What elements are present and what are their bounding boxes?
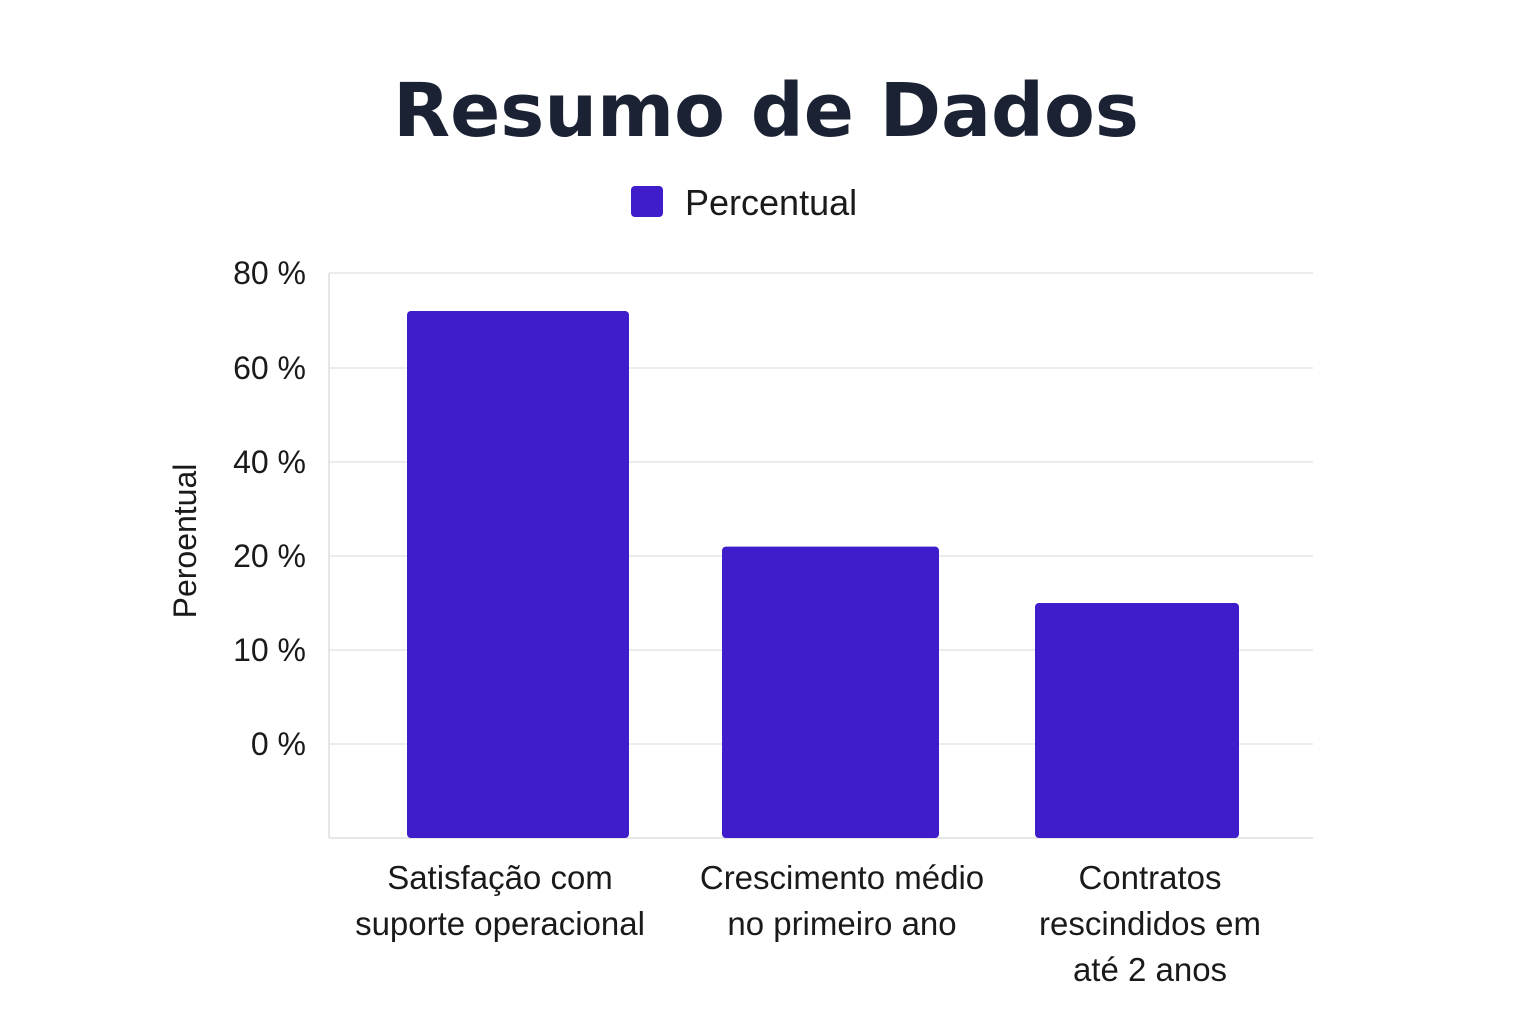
bar [407, 311, 629, 838]
x-category-label: Satisfação com suporte operacional [355, 859, 645, 942]
y-tick-label: 60 % [233, 350, 306, 386]
bars [407, 311, 1239, 838]
bar [1035, 603, 1239, 838]
y-axis-label: Peroentual [167, 464, 203, 619]
y-tick-label: 0 % [251, 726, 306, 762]
x-axis-labels: Satisfação com suporte operacional Crescim… [355, 859, 1261, 988]
y-tick-label: 10 % [233, 632, 306, 668]
legend-swatch [631, 186, 663, 217]
legend: Percentual [631, 182, 857, 223]
y-axis-ticks: 80 % 60 % 40 % 20 % 10 % 0 % [233, 255, 306, 762]
y-tick-label: 80 % [233, 255, 306, 291]
y-tick-label: 20 % [233, 538, 306, 574]
legend-label-percentual: Percentual [685, 182, 857, 223]
x-category-label: Crescimento médio no primeiro ano [700, 859, 984, 942]
bar [722, 546, 939, 838]
chart-title: Resumo de Dados [393, 68, 1139, 154]
y-tick-label: 40 % [233, 444, 306, 480]
x-category-label: Contratos rescindidos em até 2 anos [1039, 859, 1261, 988]
